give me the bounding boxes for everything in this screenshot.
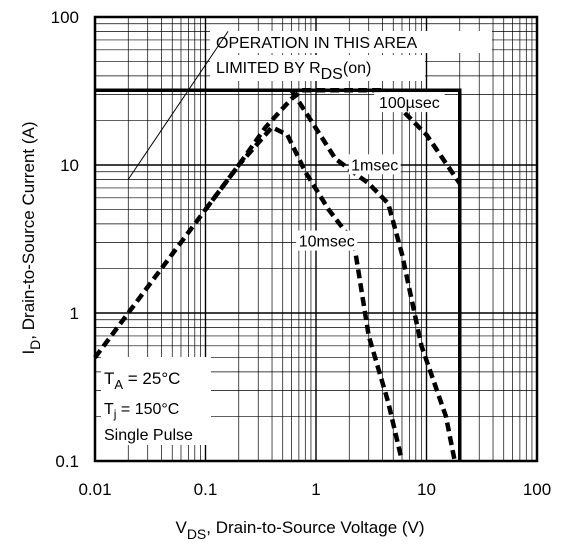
operation-line1: OPERATION IN THIS AREA [216, 35, 418, 52]
y-tick-labels: 0.1 1 10 100 [51, 8, 79, 471]
series-line-10msec [93, 124, 405, 462]
x-tick-label: 10 [417, 480, 436, 499]
operation-pointer-line [127, 31, 229, 180]
conditions-bg [101, 357, 211, 445]
operation-line2-suffix: (on) [343, 60, 371, 77]
series-label: 100µsec [379, 95, 440, 112]
x-axis-title: VDS, Drain-to-Source Voltage (V) [175, 518, 424, 542]
operation-line2-prefix: LIMITED BY R [216, 60, 321, 77]
y-tick-label: 10 [60, 156, 79, 175]
soa-boundary [95, 88, 462, 461]
operation-line2-bg [210, 55, 425, 81]
ta-rest: = 25°C [123, 369, 180, 388]
series-line-unnamed-3 [203, 88, 304, 211]
operation-line2: LIMITED BY RDS(on) [216, 60, 371, 83]
series-label-bg [296, 230, 358, 251]
y-axis-rest: , Drain-to-Source Current (A) [19, 121, 38, 339]
series-label: 10msec [299, 234, 355, 251]
tj-rest: = 150°C [116, 401, 179, 418]
y-axis-sub: D [27, 340, 43, 350]
series-group [93, 87, 462, 462]
plot-frame [93, 15, 539, 463]
ta-main: T [104, 369, 114, 388]
x-axis-main: V [175, 518, 187, 537]
operation-line2-sub: DS [321, 66, 343, 83]
ta-sub: A [114, 377, 123, 392]
series-label-bg [348, 154, 401, 175]
tj-main: T [104, 401, 114, 418]
tj-condition: Tj = 150°C [104, 401, 179, 421]
tj-sub: j [113, 407, 117, 421]
ta-condition: TA = 25°C [104, 369, 180, 392]
x-axis-sub: DS [187, 526, 206, 542]
y-tick-label: 100 [51, 8, 79, 27]
conditions-box: TA = 25°C Tj = 150°C Single Pulse [101, 357, 211, 445]
operation-line1-bg [210, 31, 492, 53]
x-axis-rest: , Drain-to-Source Voltage (V) [206, 518, 424, 537]
x-tick-label: 100 [523, 480, 551, 499]
x-tick-label: 1 [311, 480, 320, 499]
y-tick-label: 1 [70, 304, 79, 323]
series-label-bg [374, 92, 445, 113]
soa-boundary-line [95, 88, 462, 461]
series-labels: 100µsec 1msec 10msec [296, 92, 445, 251]
y-axis-main: I [19, 350, 38, 355]
x-tick-label: 0.1 [194, 480, 218, 499]
operation-annotation: OPERATION IN THIS AREA LIMITED BY RDS(on… [127, 31, 492, 180]
y-axis-title: ID, Drain-to-Source Current (A) [19, 121, 43, 354]
y-tick-label: 0.1 [55, 452, 79, 471]
series-label: 1msec [351, 157, 398, 174]
series-line-100sec [302, 87, 462, 185]
x-tick-label: 0.01 [78, 480, 111, 499]
pulse-condition: Single Pulse [104, 427, 193, 444]
x-tick-labels: 0.01 0.1 1 10 100 [78, 480, 551, 499]
